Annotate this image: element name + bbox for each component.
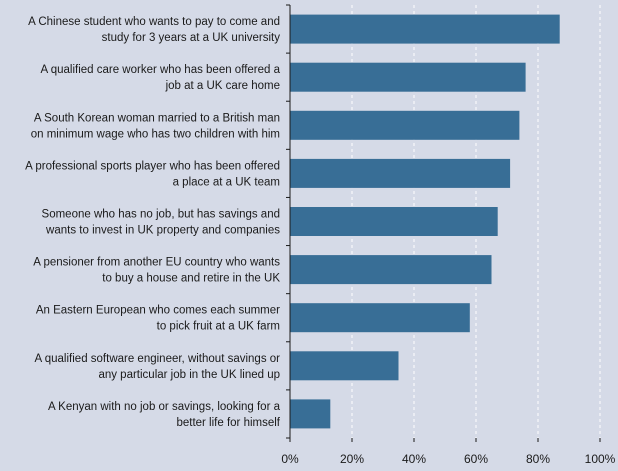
category-label-line: A pensioner from another EU country who … [33,257,280,269]
category-label: A Kenyan with no job or savings, looking… [48,401,281,429]
category-label: A professional sports player who has bee… [25,160,280,188]
category-label-line: any particular job in the UK lined up [98,369,280,381]
x-tick-label: 40% [402,452,426,466]
bars [290,14,560,429]
category-label: Someone who has no job, but has savings … [42,209,281,237]
category-label-line: study for 3 years at a UK university [102,32,281,44]
bar [290,303,470,333]
axes [286,4,601,442]
bar [290,62,526,92]
bar [290,158,511,188]
x-tick-label: 100% [585,452,616,466]
category-label-line: job at a UK care home [165,80,280,92]
category-label-line: An Eastern European who comes each summe… [36,305,280,317]
category-label-line: wants to invest in UK property and compa… [45,225,280,237]
category-label-line: better life for himself [176,417,280,429]
category-label-line: a place at a UK team [173,176,280,188]
tick-labels: 0% 20% 40% 60% 80% 100% [281,452,615,466]
bar [290,14,560,44]
category-label-line: to pick fruit at a UK farm [157,321,280,333]
x-tick-label: 20% [340,452,364,466]
category-label-line: A South Korean woman married to a Britis… [34,112,280,124]
category-label: A pensioner from another EU country who … [33,257,280,285]
bar [290,207,498,236]
bar [290,399,331,429]
category-label-line: Someone who has no job, but has savings … [42,209,280,221]
category-label-line: A qualified care worker who has been off… [40,64,280,76]
category-label: An Eastern European who comes each summe… [36,305,280,333]
x-tick-label: 80% [526,452,550,466]
category-label: A Chinese student who wants to pay to co… [28,16,280,44]
category-label-line: A qualified software engineer, without s… [35,353,281,365]
x-tick-label: 60% [464,452,488,466]
bar [290,110,520,140]
bar [290,351,399,381]
category-label-line: A Chinese student who wants to pay to co… [28,16,280,28]
x-tick-label: 0% [281,452,299,466]
category-label-line: to buy a house and retire in the UK [102,273,280,285]
category-label-line: A Kenyan with no job or savings, looking… [48,401,281,413]
category-label: A qualified software engineer, without s… [35,353,281,381]
category-label-line: A professional sports player who has bee… [25,160,280,172]
category-label: A qualified care worker who has been off… [40,64,280,92]
category-label-line: on minimum wage who has two children wit… [31,128,280,140]
category-label: A South Korean woman married to a Britis… [31,112,280,140]
category-labels: A Chinese student who wants to pay to co… [25,16,281,429]
bar [290,255,492,285]
